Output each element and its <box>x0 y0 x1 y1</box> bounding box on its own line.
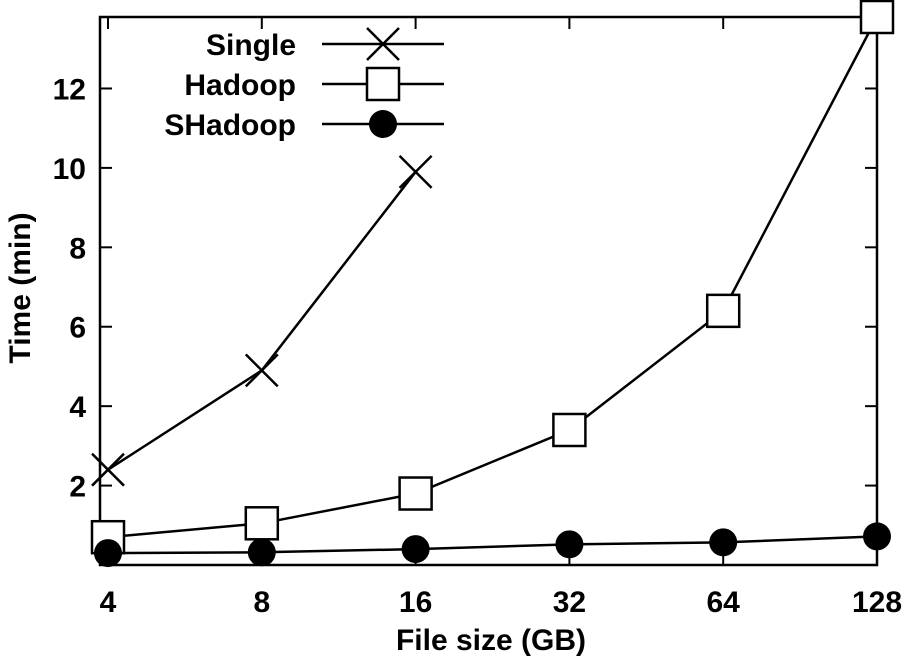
legend-label: Hadoop <box>184 69 296 102</box>
y-tick-label: 6 <box>69 312 86 345</box>
data-point-shadoop <box>247 538 276 567</box>
plot-frame <box>98 15 879 567</box>
y-tick-label: 10 <box>53 153 86 186</box>
x-tick-label: 8 <box>253 586 270 619</box>
legend-item-shadoop: SHadoop <box>164 109 444 142</box>
data-point-shadoop <box>863 522 891 551</box>
y-axis-label: Time (min) <box>4 212 37 363</box>
x-tick-label: 16 <box>399 586 432 619</box>
data-point-single <box>91 452 125 487</box>
x-tick-label: 64 <box>707 586 741 619</box>
legend-marker-shadoop <box>369 110 397 138</box>
data-point-hadoop <box>552 412 587 448</box>
data-point-hadoop <box>244 506 280 541</box>
y-tick-label: 2 <box>69 471 86 504</box>
x-axis-label: File size (GB) <box>396 624 586 657</box>
y-tick-label: 4 <box>69 391 86 424</box>
data-point-hadoop <box>859 0 895 35</box>
data-point-hadoop <box>705 293 741 329</box>
series-line-hadoop <box>107 16 879 539</box>
y-axis: 2 4 6 8 10 12 <box>53 73 877 504</box>
legend-label: Single <box>206 29 296 62</box>
series-single <box>91 154 433 487</box>
data-point-shadoop <box>709 528 738 557</box>
data-point-shadoop <box>401 535 430 564</box>
plot-border <box>98 15 879 567</box>
x-tick-label: 32 <box>553 586 586 619</box>
legend-item-single: Single <box>206 27 444 62</box>
x-tick-label: 4 <box>100 586 117 619</box>
data-point-single <box>244 353 279 388</box>
x-tick-label: 128 <box>852 586 902 619</box>
series-layer <box>90 0 895 568</box>
series-line-single <box>107 171 417 471</box>
legend: Single Hadoop SHadoop <box>164 27 444 142</box>
legend-item-hadoop: Hadoop <box>184 66 444 102</box>
series-line-shadoop <box>107 535 878 555</box>
data-point-hadoop <box>398 476 433 511</box>
legend-marker-single <box>366 27 400 61</box>
y-tick-label: 12 <box>53 73 86 106</box>
y-tick-label: 8 <box>69 232 86 265</box>
legend-marker-hadoop <box>365 66 401 102</box>
legend-label: SHadoop <box>164 109 296 142</box>
data-point-shadoop <box>94 539 122 568</box>
x-axis: 4 8 16 32 64 128 <box>100 17 902 619</box>
series-shadoop <box>94 522 891 568</box>
data-point-shadoop <box>555 530 584 559</box>
data-point-single <box>398 154 433 189</box>
